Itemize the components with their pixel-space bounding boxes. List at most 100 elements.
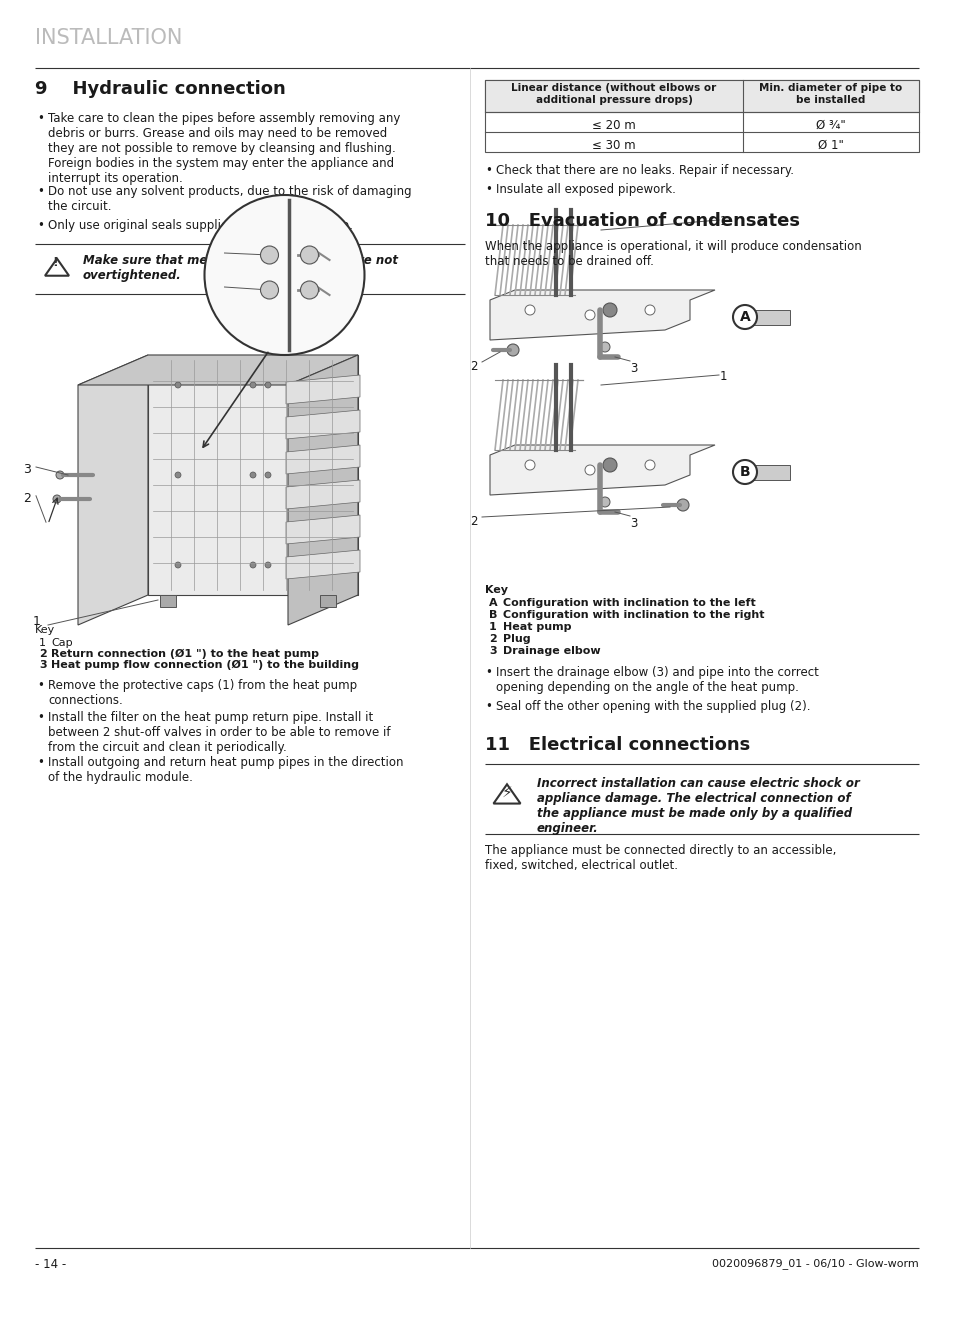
Text: •: • [484, 701, 492, 713]
Text: 2: 2 [489, 634, 497, 643]
Text: 3: 3 [629, 517, 637, 530]
Circle shape [53, 496, 61, 503]
Text: Configuration with inclination to the left: Configuration with inclination to the le… [502, 598, 755, 607]
Circle shape [265, 562, 271, 567]
Text: 0020096879_01 - 06/10 - Glow-worm: 0020096879_01 - 06/10 - Glow-worm [712, 1257, 918, 1269]
Circle shape [677, 500, 688, 511]
Text: - 14 -: - 14 - [35, 1257, 66, 1271]
Text: Drainage elbow: Drainage elbow [502, 646, 600, 655]
Text: Install outgoing and return heat pump pipes in the direction
of the hydraulic mo: Install outgoing and return heat pump pi… [48, 757, 403, 785]
FancyBboxPatch shape [319, 595, 335, 607]
Polygon shape [286, 410, 359, 440]
Circle shape [174, 382, 181, 388]
Text: Ø 1": Ø 1" [818, 139, 843, 152]
Text: 3: 3 [629, 362, 637, 376]
Text: Do not use any solvent products, due to the risk of damaging
the circuit.: Do not use any solvent products, due to … [48, 185, 411, 213]
Polygon shape [286, 445, 359, 474]
Text: 3: 3 [213, 246, 219, 260]
Text: 2: 2 [23, 492, 30, 505]
Polygon shape [288, 356, 357, 625]
Text: A: A [739, 310, 750, 324]
Text: Make sure that mechanical connections are not
overtightened.: Make sure that mechanical connections ar… [83, 254, 397, 282]
Text: B: B [489, 610, 497, 619]
Text: 2: 2 [470, 515, 477, 527]
Circle shape [584, 310, 595, 320]
Circle shape [250, 472, 255, 478]
Text: ≤ 20 m: ≤ 20 m [592, 119, 636, 132]
Polygon shape [78, 356, 357, 385]
Text: •: • [37, 679, 44, 693]
Text: Linear distance (without elbows or
additional pressure drops): Linear distance (without elbows or addit… [511, 83, 716, 105]
Text: ≤ 30 m: ≤ 30 m [592, 139, 636, 152]
Circle shape [602, 458, 617, 472]
Text: 1: 1 [720, 370, 727, 384]
Circle shape [300, 281, 318, 298]
Circle shape [250, 562, 255, 567]
Text: 2: 2 [470, 360, 477, 373]
Text: INSTALLATION: INSTALLATION [35, 28, 182, 48]
Text: Ø ¾": Ø ¾" [816, 119, 845, 132]
Polygon shape [490, 290, 714, 340]
Text: Remove the protective caps (1) from the heat pump
connections.: Remove the protective caps (1) from the … [48, 679, 356, 707]
Text: 2: 2 [213, 282, 220, 294]
Circle shape [56, 472, 64, 480]
Text: Only use original seals supplied with the appliance.: Only use original seals supplied with th… [48, 218, 353, 232]
Polygon shape [490, 445, 714, 496]
Text: 1: 1 [33, 615, 41, 627]
Circle shape [260, 246, 278, 264]
Text: •: • [37, 218, 44, 232]
Text: Insert the drainage elbow (3) and pipe into the correct
opening depending on the: Insert the drainage elbow (3) and pipe i… [496, 666, 818, 694]
Circle shape [265, 382, 271, 388]
Text: Key: Key [35, 625, 55, 635]
Polygon shape [286, 376, 359, 404]
Circle shape [260, 281, 278, 298]
Circle shape [506, 344, 518, 356]
Circle shape [174, 472, 181, 478]
Text: •: • [37, 112, 44, 125]
Circle shape [524, 460, 535, 470]
Text: 11   Electrical connections: 11 Electrical connections [484, 737, 749, 754]
Text: !: ! [52, 256, 58, 269]
Text: 1: 1 [489, 622, 497, 631]
Circle shape [599, 342, 609, 352]
Circle shape [584, 465, 595, 476]
Text: •: • [484, 164, 492, 177]
Text: Configuration with inclination to the right: Configuration with inclination to the ri… [502, 610, 763, 619]
Text: Heat pump: Heat pump [502, 622, 571, 631]
Circle shape [644, 460, 655, 470]
Text: Seal off the other opening with the supplied plug (2).: Seal off the other opening with the supp… [496, 701, 810, 713]
Text: •: • [484, 666, 492, 679]
Polygon shape [286, 550, 359, 579]
Text: The appliance must be connected directly to an accessible,
fixed, switched, elec: The appliance must be connected directly… [484, 844, 836, 872]
Circle shape [599, 497, 609, 507]
Text: Cap: Cap [51, 638, 72, 647]
Text: 1: 1 [39, 638, 46, 647]
Text: Key: Key [484, 585, 507, 595]
Circle shape [250, 382, 255, 388]
Text: •: • [37, 757, 44, 769]
Circle shape [265, 472, 271, 478]
Polygon shape [78, 356, 148, 625]
Text: 3: 3 [39, 659, 47, 670]
Circle shape [524, 305, 535, 314]
Circle shape [732, 305, 757, 329]
Text: Return connection (Ø1 ") to the heat pump: Return connection (Ø1 ") to the heat pum… [51, 649, 318, 659]
Text: 9    Hydraulic connection: 9 Hydraulic connection [35, 80, 286, 99]
Text: When the appliance is operational, it will produce condensation
that needs to be: When the appliance is operational, it wi… [484, 240, 861, 268]
Text: •: • [484, 182, 492, 196]
Circle shape [174, 562, 181, 567]
Text: Check that there are no leaks. Repair if necessary.: Check that there are no leaks. Repair if… [496, 164, 793, 177]
Text: Heat pump flow connection (Ø1 ") to the building: Heat pump flow connection (Ø1 ") to the … [51, 659, 358, 670]
Text: B: B [739, 465, 749, 480]
Bar [749, 310, 789, 325]
Text: 10   Evacuation of condensates: 10 Evacuation of condensates [484, 212, 800, 230]
Circle shape [644, 305, 655, 314]
Text: 2: 2 [39, 649, 47, 659]
Text: 1: 1 [720, 214, 727, 228]
Circle shape [732, 460, 757, 484]
Text: Min. diameter of pipe to
be installed: Min. diameter of pipe to be installed [759, 83, 902, 105]
Bar [484, 80, 918, 152]
Polygon shape [148, 356, 357, 595]
Circle shape [602, 302, 617, 317]
Polygon shape [286, 515, 359, 543]
